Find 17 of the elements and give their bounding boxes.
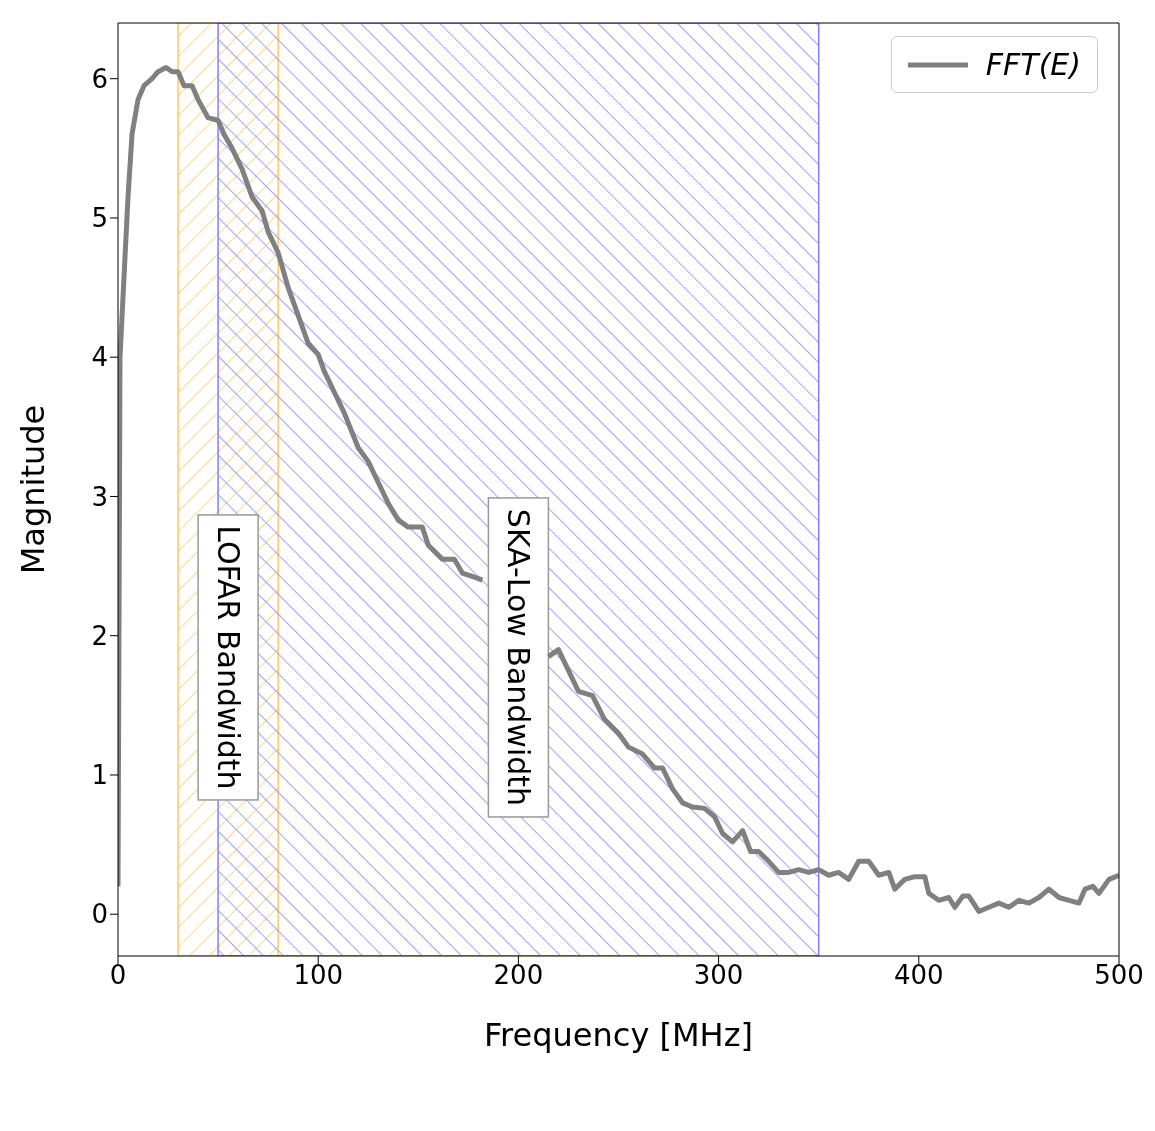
y-tick-label: 2 xyxy=(91,620,108,651)
y-tick-label: 3 xyxy=(91,481,108,512)
band-label: LOFAR Bandwidth xyxy=(210,525,246,790)
y-axis-title: Magnitude xyxy=(14,404,53,575)
y-tick-label: 1 xyxy=(91,760,108,791)
x-tick-label: 500 xyxy=(1094,960,1144,991)
x-tick-label: 300 xyxy=(693,960,744,991)
x-tick-label: 200 xyxy=(493,960,544,991)
legend-label: FFT(E) xyxy=(985,47,1081,82)
y-tick-label: 6 xyxy=(91,63,108,94)
y-tick-label: 4 xyxy=(91,342,108,373)
x-axis-title: Frequency [MHz] xyxy=(484,1016,753,1054)
x-tick-label: 100 xyxy=(293,960,344,991)
y-tick-label: 0 xyxy=(91,899,108,930)
x-tick-label: 400 xyxy=(893,960,944,991)
band-label: SKA-Low Bandwidth xyxy=(500,508,536,807)
y-tick-label: 5 xyxy=(91,203,108,234)
